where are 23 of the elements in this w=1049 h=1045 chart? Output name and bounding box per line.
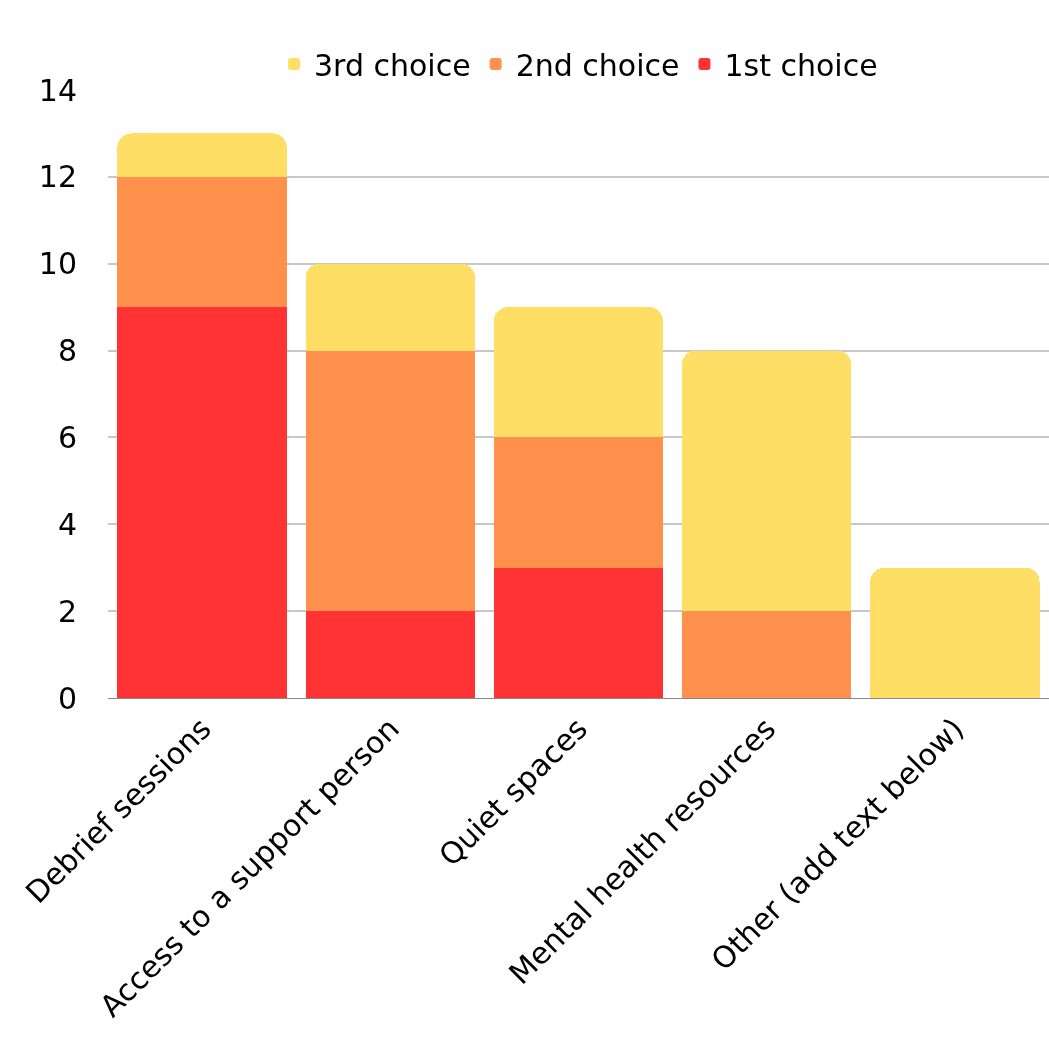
- bar: [117, 307, 287, 698]
- bar: [493, 307, 664, 438]
- bar: [870, 567, 1040, 698]
- bar: [117, 133, 287, 177]
- bar: [305, 611, 475, 698]
- y-tick-label: 14: [38, 72, 77, 108]
- bar: [493, 437, 664, 568]
- y-tick-label: 0: [57, 680, 77, 716]
- bar: [305, 263, 475, 351]
- y-tick-label: 8: [57, 333, 77, 369]
- bar: [493, 567, 664, 698]
- legend-label: 1st choice: [724, 47, 878, 83]
- legend-label: 2nd choice: [515, 47, 680, 83]
- y-tick-label: 10: [38, 246, 77, 282]
- bar: [117, 176, 287, 308]
- bar: [682, 611, 852, 698]
- y-tick-label: 6: [57, 419, 77, 455]
- y-tick-label: 4: [57, 506, 77, 542]
- bar: [305, 350, 475, 612]
- legend-label: 3rd choice: [314, 47, 471, 83]
- y-tick-label: 2: [57, 593, 77, 629]
- bar: [682, 350, 852, 612]
- y-tick-label: 12: [38, 159, 77, 195]
